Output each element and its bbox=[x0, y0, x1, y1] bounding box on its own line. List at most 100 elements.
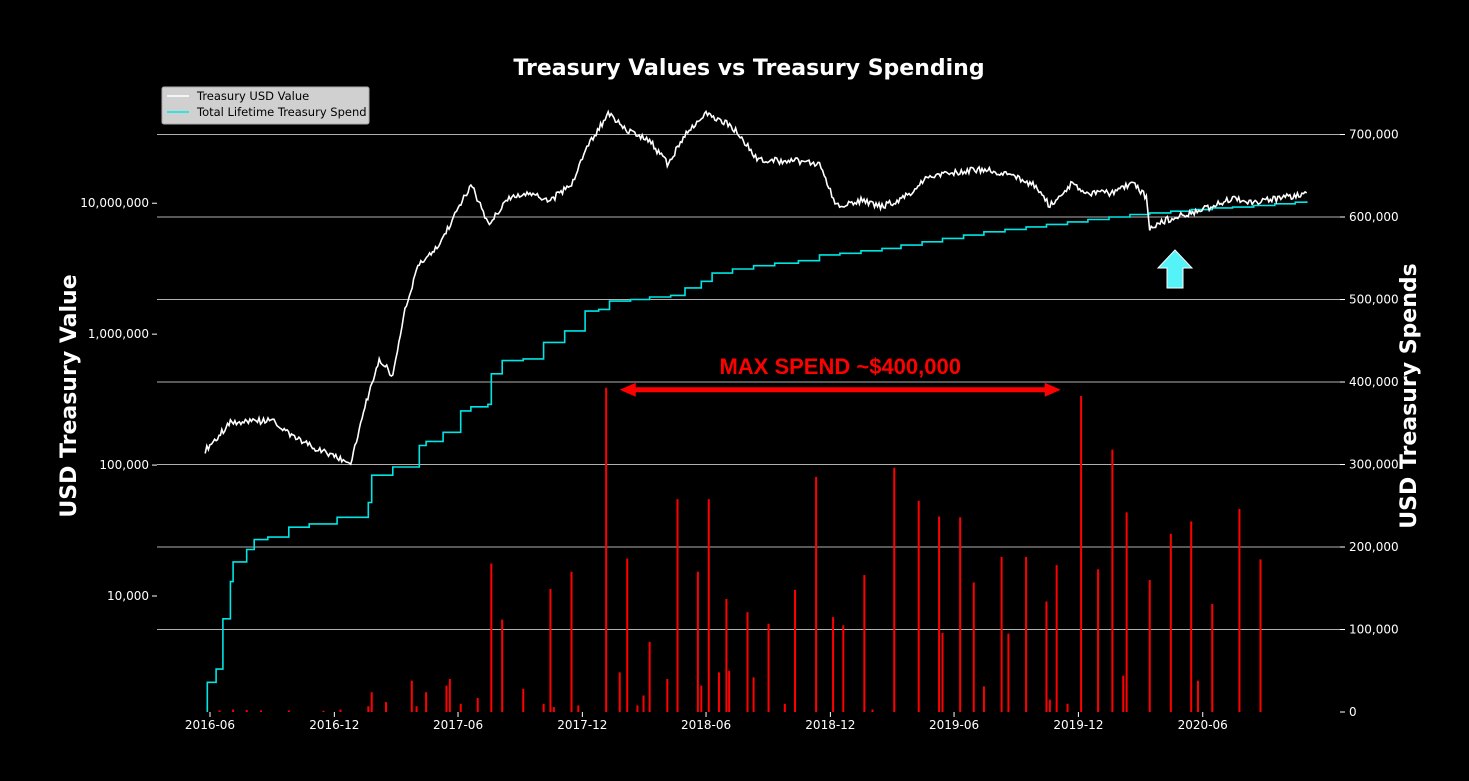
legend: Treasury USD Value Total Lifetime Treasu… bbox=[161, 86, 370, 125]
spend-bar bbox=[1122, 675, 1125, 712]
spend-bar bbox=[1097, 569, 1100, 712]
x-tick-label: 2019-12 bbox=[1053, 718, 1103, 732]
spend-bar bbox=[490, 563, 493, 712]
spend-bar bbox=[577, 705, 580, 712]
spend-bar bbox=[259, 710, 262, 712]
spend-bar bbox=[1111, 449, 1114, 712]
spend-bar bbox=[367, 706, 370, 712]
chart-title: Treasury Values vs Treasury Spending bbox=[513, 56, 984, 81]
spend-bar bbox=[717, 672, 720, 712]
y-axis-right-title: USD Treasury Spends bbox=[1397, 263, 1422, 528]
annotation-arrow-head-right bbox=[1044, 382, 1061, 397]
spend-bar bbox=[552, 707, 555, 712]
spend-bar bbox=[1148, 580, 1151, 712]
spend-bar bbox=[696, 571, 699, 712]
spend-bar bbox=[917, 500, 920, 712]
annotations: MAX SPEND ~$400,000 bbox=[619, 249, 1194, 397]
spend-bar bbox=[570, 571, 573, 712]
spend-bar bbox=[1080, 396, 1083, 712]
spend-bar bbox=[1066, 703, 1069, 712]
spend-bar bbox=[1211, 603, 1214, 712]
spend-bar bbox=[728, 670, 731, 712]
spend-bar bbox=[522, 688, 525, 712]
x-tick-label: 2016-06 bbox=[185, 718, 235, 732]
x-tick-label: 2020-06 bbox=[1178, 718, 1228, 732]
up-arrow-icon bbox=[1156, 249, 1194, 289]
spend-bar bbox=[972, 582, 975, 712]
annotation-arrow-head-left bbox=[619, 382, 636, 397]
right-tick-label: 0 bbox=[1349, 705, 1357, 719]
series-line-lifetime-spend bbox=[206, 201, 1308, 712]
x-tick-label: 2017-12 bbox=[557, 718, 607, 732]
spend-bar bbox=[1055, 565, 1058, 712]
spend-bar bbox=[218, 710, 221, 712]
left-tick-label: 10,000 bbox=[107, 589, 149, 603]
right-tick-label: 100,000 bbox=[1349, 623, 1399, 637]
spend-bar bbox=[232, 709, 235, 712]
right-tick-label: 600,000 bbox=[1349, 210, 1399, 224]
right-tick-label: 200,000 bbox=[1349, 540, 1399, 554]
spend-bar bbox=[1025, 556, 1028, 712]
spend-bar bbox=[384, 702, 387, 712]
x-tick-label: 2016-12 bbox=[309, 718, 359, 732]
series-lines bbox=[204, 109, 1308, 712]
spend-bar bbox=[815, 476, 818, 712]
spend-bar bbox=[1196, 680, 1199, 712]
annotation-label: MAX SPEND ~$400,000 bbox=[719, 354, 961, 379]
spend-bar bbox=[794, 589, 797, 712]
spend-bars bbox=[218, 387, 1262, 712]
legend-label-treasury-value: Treasury USD Value bbox=[196, 89, 309, 103]
spend-bar bbox=[707, 499, 710, 712]
spend-bar bbox=[339, 709, 342, 712]
right-tick-label: 700,000 bbox=[1349, 128, 1399, 142]
spend-bar bbox=[666, 679, 669, 712]
spend-bar bbox=[783, 703, 786, 712]
spend-bar bbox=[863, 575, 866, 712]
spend-bar bbox=[415, 706, 418, 712]
x-tick-label: 2018-06 bbox=[681, 718, 731, 732]
legend-box bbox=[161, 86, 370, 125]
spend-bar bbox=[618, 672, 621, 712]
spend-bar bbox=[842, 625, 845, 712]
right-tick-label: 500,000 bbox=[1349, 293, 1399, 307]
spend-bar bbox=[648, 641, 651, 712]
spend-bar bbox=[1190, 521, 1193, 712]
spend-bar bbox=[322, 710, 325, 712]
x-tick-label: 2017-06 bbox=[433, 718, 483, 732]
x-tick-label: 2019-06 bbox=[929, 718, 979, 732]
spend-bar bbox=[425, 692, 428, 712]
spend-bar bbox=[549, 589, 552, 712]
legend-label-lifetime-spend: Total Lifetime Treasury Spend bbox=[196, 105, 367, 119]
spend-bar bbox=[1007, 633, 1010, 712]
left-tick-label: 10,000,000 bbox=[80, 196, 149, 210]
spend-bar bbox=[605, 387, 608, 712]
spend-bar bbox=[1259, 559, 1262, 712]
spend-bar bbox=[636, 705, 639, 712]
spend-bar bbox=[700, 685, 703, 712]
spend-bar bbox=[448, 679, 451, 712]
spend-bar bbox=[752, 677, 755, 712]
grid-layer bbox=[157, 134, 1340, 630]
left-tick-label: 1,000,000 bbox=[88, 327, 149, 341]
spend-bar bbox=[245, 709, 248, 712]
spend-bar bbox=[642, 695, 645, 712]
spend-bar bbox=[938, 516, 941, 712]
spend-bar bbox=[501, 619, 504, 712]
spend-bar bbox=[941, 632, 944, 712]
spend-bar bbox=[676, 499, 679, 712]
spend-bar bbox=[893, 467, 896, 712]
spend-bar bbox=[982, 686, 985, 712]
left-tick-label: 100,000 bbox=[99, 458, 149, 472]
x-tick-label: 2018-12 bbox=[805, 718, 855, 732]
right-tick-label: 300,000 bbox=[1349, 458, 1399, 472]
spend-bar bbox=[1238, 509, 1241, 712]
spend-bar bbox=[410, 680, 413, 712]
spend-bar bbox=[287, 710, 290, 712]
spend-bar bbox=[959, 517, 962, 712]
spend-bar bbox=[476, 697, 479, 712]
spend-bar bbox=[1045, 601, 1048, 712]
y-axis-left-title: USD Treasury Value bbox=[57, 274, 82, 517]
right-tick-label: 400,000 bbox=[1349, 375, 1399, 389]
spend-bar bbox=[542, 703, 545, 712]
